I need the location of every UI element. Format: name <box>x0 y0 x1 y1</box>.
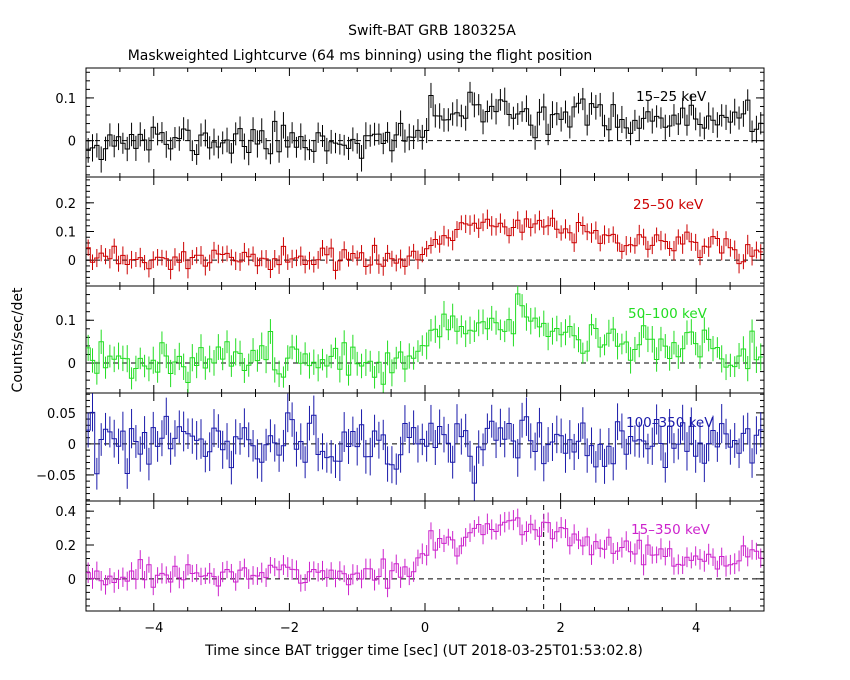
panel-2: 0 0.1 0.2 25–50 keV <box>55 176 765 287</box>
band-label: 50–100 keV <box>628 306 708 322</box>
y-tick-label: 0.4 <box>55 505 76 520</box>
y-tick-label: 0.1 <box>55 92 76 107</box>
lightcurve-series <box>86 293 763 385</box>
x-tick-label: 0 <box>421 621 429 636</box>
band-label: 15–350 keV <box>631 522 711 538</box>
x-axis-label: Time since BAT trigger time [sec] (UT 20… <box>204 643 643 659</box>
x-tick-label: −2 <box>280 621 299 636</box>
y-tick-label: 0.2 <box>55 197 76 212</box>
panel-4: −0.05 0 0.05 100–350 keV <box>36 392 765 502</box>
panels-group: 0 0.1 15–25 keV 0 0.1 0.2 25–50 keV 0 0.1 50–100 … <box>36 67 765 636</box>
x-tick-label: 2 <box>556 621 564 636</box>
y-tick-label: −0.05 <box>36 469 76 484</box>
y-tick-label: 0.2 <box>55 539 76 554</box>
panel-5: 0 0.2 0.4 15–350 keV <box>55 500 765 612</box>
x-tick-label: −4 <box>144 621 163 636</box>
band-label: 25–50 keV <box>633 197 704 213</box>
y-tick-label: 0 <box>68 438 76 453</box>
y-tick-label: 0 <box>68 357 76 372</box>
panel-1: 0 0.1 15–25 keV <box>55 67 765 178</box>
lightcurve-series <box>86 411 763 484</box>
band-label: 15–25 keV <box>636 89 707 105</box>
lightcurve-series <box>86 91 763 160</box>
y-tick-label: 0 <box>68 573 76 588</box>
chart-title: Swift-BAT GRB 180325A <box>348 23 516 39</box>
y-tick-label: 0.1 <box>55 226 76 241</box>
chart-subtitle: Maskweighted Lightcurve (64 ms binning) … <box>128 48 593 64</box>
y-tick-label: 0 <box>68 135 76 150</box>
x-tick-label: 4 <box>692 621 700 636</box>
band-label: 100–350 keV <box>626 415 714 431</box>
y-axis-label: Counts/sec/det <box>10 287 26 392</box>
y-tick-label: 0.1 <box>55 314 76 329</box>
y-tick-label: 0.05 <box>47 407 76 422</box>
panel-3: 0 0.1 50–100 keV <box>55 285 765 394</box>
lightcurve-series <box>86 517 763 589</box>
y-tick-label: 0 <box>68 254 76 269</box>
lightcurve-series <box>86 217 763 271</box>
